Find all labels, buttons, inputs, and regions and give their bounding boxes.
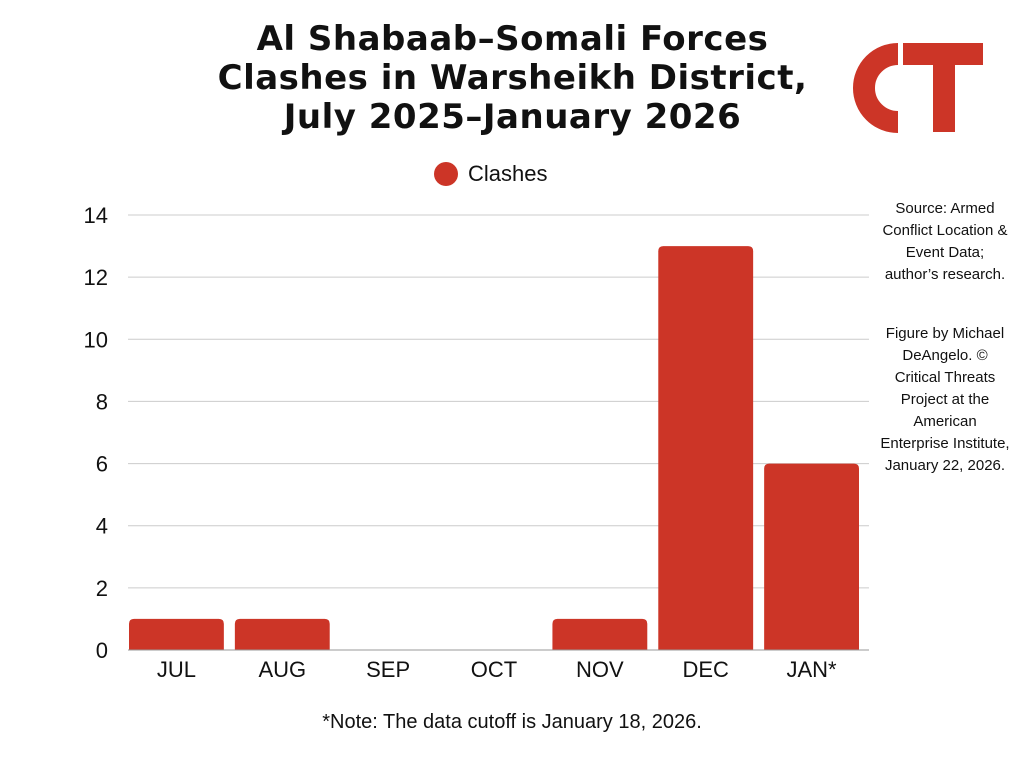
title-line-2: Clashes in Warsheikh District, [217, 58, 808, 98]
x-tick-label: JAN* [787, 657, 838, 682]
y-tick-label: 14 [84, 203, 108, 228]
legend-label: Clashes [468, 161, 548, 186]
legend: Clashes [434, 161, 547, 187]
footnote: *Note: The data cutoff is January 18, 20… [322, 711, 702, 733]
bar-nov [552, 618, 648, 650]
bar-jul [129, 618, 224, 650]
x-tick-label: SEP [366, 657, 410, 682]
x-tick-label: JUL [157, 657, 196, 682]
y-tick-label: 2 [96, 576, 108, 601]
title-line-3: July 2025–January 2026 [283, 97, 742, 137]
bar-aug [234, 618, 330, 650]
ct-logo: CT [853, 43, 983, 133]
y-tick-label: 12 [84, 265, 108, 290]
source-block: Source: Armed Conflict Location & Event … [880, 198, 1010, 477]
figure-credit: Figure by Michael DeAngelo. © Critical T… [880, 325, 1010, 474]
chart-title: Al Shabaab–Somali Forces Clashes in Wars… [180, 20, 845, 137]
y-tick-label: 4 [96, 514, 108, 539]
x-tick-label: DEC [682, 657, 729, 682]
y-tick-label: 0 [96, 638, 108, 663]
bar-dec [658, 246, 754, 651]
y-tick-label: 10 [84, 327, 108, 352]
source-text: Source: Armed Conflict Location & Event … [882, 200, 1008, 283]
y-tick-label: 8 [96, 389, 108, 414]
y-tick-label: 6 [96, 452, 108, 477]
x-tick-label: OCT [471, 657, 517, 682]
legend-swatch [434, 162, 458, 186]
title-line-1: Al Shabaab–Somali Forces [256, 19, 769, 59]
x-tick-label: AUG [258, 657, 306, 682]
bar-jan [764, 463, 859, 650]
x-tick-label: NOV [576, 657, 624, 682]
